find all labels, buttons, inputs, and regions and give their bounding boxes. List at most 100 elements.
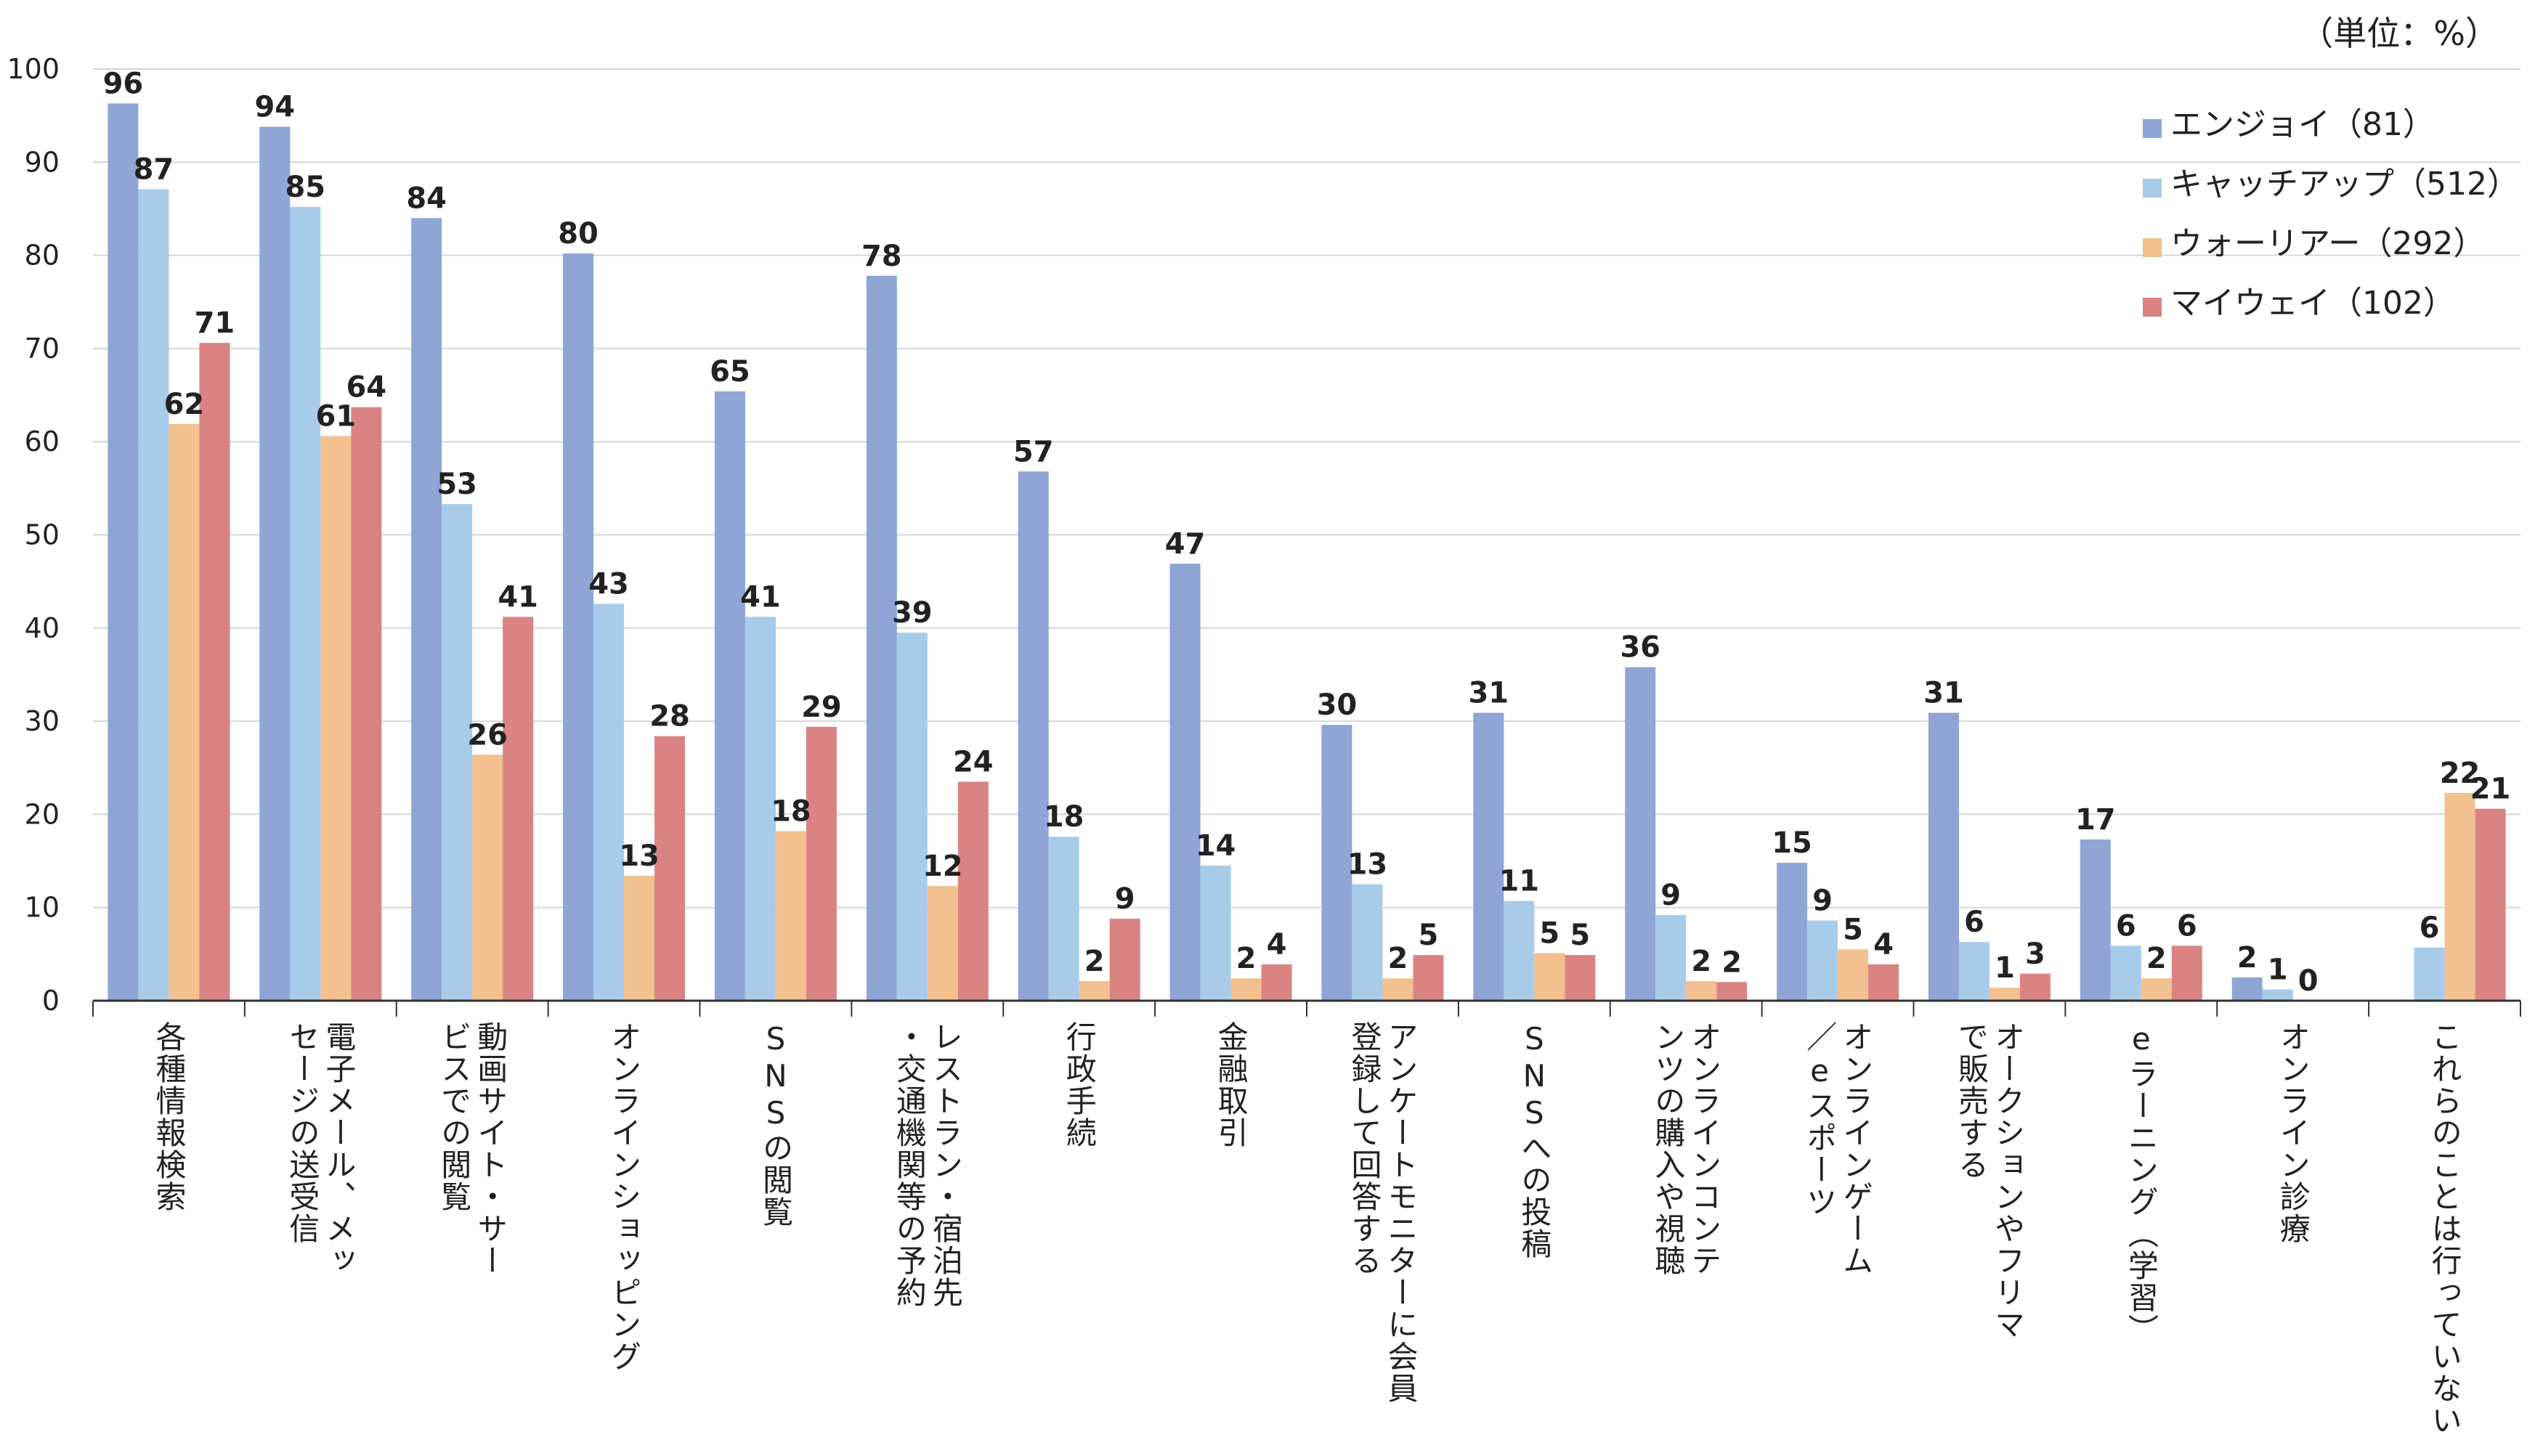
bar [1352, 884, 1383, 1001]
value-label: 87 [134, 153, 174, 187]
bar [1958, 942, 1990, 1001]
bar [896, 633, 928, 1001]
value-label: 1 [2268, 953, 2288, 987]
legend-label: エンジョイ（81） [2170, 106, 2435, 143]
bar [1565, 955, 1596, 1001]
category-label: セージの送受信 [285, 1021, 320, 1245]
value-label: 3 [2025, 938, 2045, 971]
bar [351, 407, 382, 1001]
category-label: これらのことは行っていない [2427, 1021, 2462, 1436]
value-label: 96 [103, 67, 144, 100]
category-label: ／eスポーツ [1802, 1021, 1838, 1218]
value-label: 2 [1721, 945, 1742, 979]
legend-swatch [2143, 119, 2162, 138]
value-label: 24 [953, 745, 994, 778]
y-tick-label-80: 80 [25, 240, 60, 272]
category-label: ・交通機関等の予約 [891, 1021, 927, 1309]
bar [2475, 808, 2506, 1001]
value-label: 47 [1165, 527, 1206, 561]
category-label: 電子メール、メッ [321, 1021, 357, 1277]
category-label: ビスでの閲覧 [437, 1021, 472, 1213]
bar [1169, 564, 1201, 1001]
bar [714, 391, 745, 1001]
bar [1686, 981, 1717, 1001]
y-tick-label-10: 10 [25, 892, 60, 924]
y-tick-labels: 0 10 20 30 40 50 60 70 80 90 100 [7, 53, 60, 1017]
category-label: レストラン・宿泊先 [928, 1021, 963, 1309]
y-tick-label-40: 40 [25, 612, 60, 644]
bar [108, 103, 139, 1001]
y-tick-label-0: 0 [42, 985, 60, 1017]
value-label: 21 [2470, 773, 2511, 806]
bar [563, 253, 594, 1001]
bar [2444, 792, 2475, 1001]
value-label: 39 [892, 596, 933, 630]
category-label: で販売する [1953, 1021, 1989, 1181]
bar [1382, 978, 1413, 1001]
value-label: 1 [1995, 951, 2015, 985]
bar [1261, 964, 1292, 1001]
bar [1989, 988, 2020, 1001]
value-label: 65 [710, 355, 750, 389]
axes [92, 999, 2521, 1017]
value-label: 80 [558, 217, 599, 251]
category-label: eラーニング（学習） [2123, 1021, 2159, 1346]
value-label: 6 [2420, 911, 2440, 945]
value-label: 31 [1468, 677, 1509, 710]
value-label: 41 [498, 580, 538, 614]
bar [169, 423, 200, 1001]
value-label: 30 [1317, 688, 1358, 722]
bar [442, 504, 473, 1001]
value-label: 85 [285, 171, 325, 204]
value-label: 71 [195, 306, 235, 340]
bar [1413, 955, 1444, 1001]
value-label: 5 [1843, 913, 1863, 946]
bar [2231, 977, 2263, 1001]
value-label: 2 [2237, 941, 2258, 975]
legend-swatch [2143, 179, 2162, 198]
bar [2262, 989, 2293, 1001]
category-label: 金融取引 [1213, 1021, 1249, 1149]
bar [290, 206, 321, 1001]
bar [1504, 900, 1535, 1001]
legend-label: キャッチアップ（512） [2170, 166, 2519, 203]
bar [2080, 839, 2111, 1001]
bar [1928, 712, 1959, 1001]
y-tick-label-90: 90 [25, 146, 60, 178]
bar [1473, 712, 1504, 1001]
value-label: 2 [1691, 945, 1711, 978]
bar [1655, 914, 1687, 1001]
bar [1716, 982, 1748, 1001]
category-label: オンラインショッピング [607, 1021, 642, 1372]
value-label: 62 [164, 388, 205, 421]
bar [806, 726, 837, 1001]
bar [1868, 964, 1899, 1001]
value-label: 22 [2440, 757, 2481, 790]
bar [199, 343, 230, 1001]
category-label: 登録して回答する [1347, 1021, 1382, 1277]
bar [745, 617, 776, 1001]
y-tick-label-70: 70 [25, 333, 60, 365]
legend-swatch [2143, 298, 2162, 317]
bar [2171, 945, 2202, 1001]
bar [1230, 978, 1262, 1001]
category-label: アンケートモニターに会員 [1383, 1021, 1419, 1404]
value-label: 5 [1570, 919, 1590, 952]
bar [2110, 945, 2141, 1001]
bar [259, 126, 291, 1001]
bar [1534, 953, 1565, 1001]
value-label: 9 [1812, 884, 1833, 918]
value-label: 31 [1923, 677, 1964, 710]
value-label: 2 [1084, 945, 1105, 978]
value-label: 57 [1013, 435, 1054, 468]
value-label: 36 [1620, 631, 1660, 664]
value-label: 5 [1539, 917, 1559, 951]
bar [593, 603, 625, 1001]
value-label: 28 [649, 700, 690, 733]
value-label: 26 [467, 718, 508, 752]
bar [775, 831, 806, 1001]
y-tick-label-100: 100 [7, 53, 60, 85]
bar [1777, 863, 1808, 1001]
